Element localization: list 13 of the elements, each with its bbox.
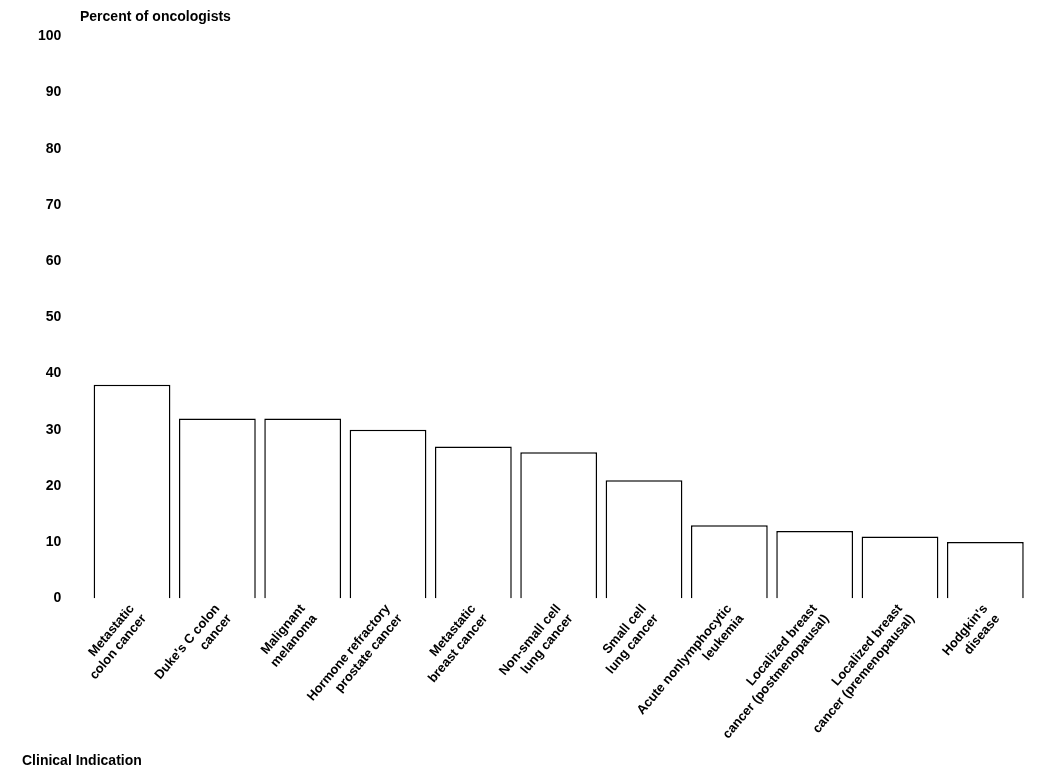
y-tick-label: 80 [45,139,62,156]
y-tick-label: 20 [45,476,62,493]
y-axis-title: Percent of oncologists [80,8,231,24]
x-axis-title: Clinical Indication [22,752,142,768]
y-tick-label: 60 [45,252,62,269]
y-tick-label: 50 [45,308,62,325]
y-tick-label: 70 [45,195,62,212]
y-tick-label: 40 [45,364,62,381]
y-tick-label: 0 [53,589,62,606]
y-tick-label: 30 [45,420,62,437]
y-tick-label: 100 [38,27,62,44]
y-tick-label: 90 [45,83,62,100]
y-tick-label: 10 [45,532,62,549]
